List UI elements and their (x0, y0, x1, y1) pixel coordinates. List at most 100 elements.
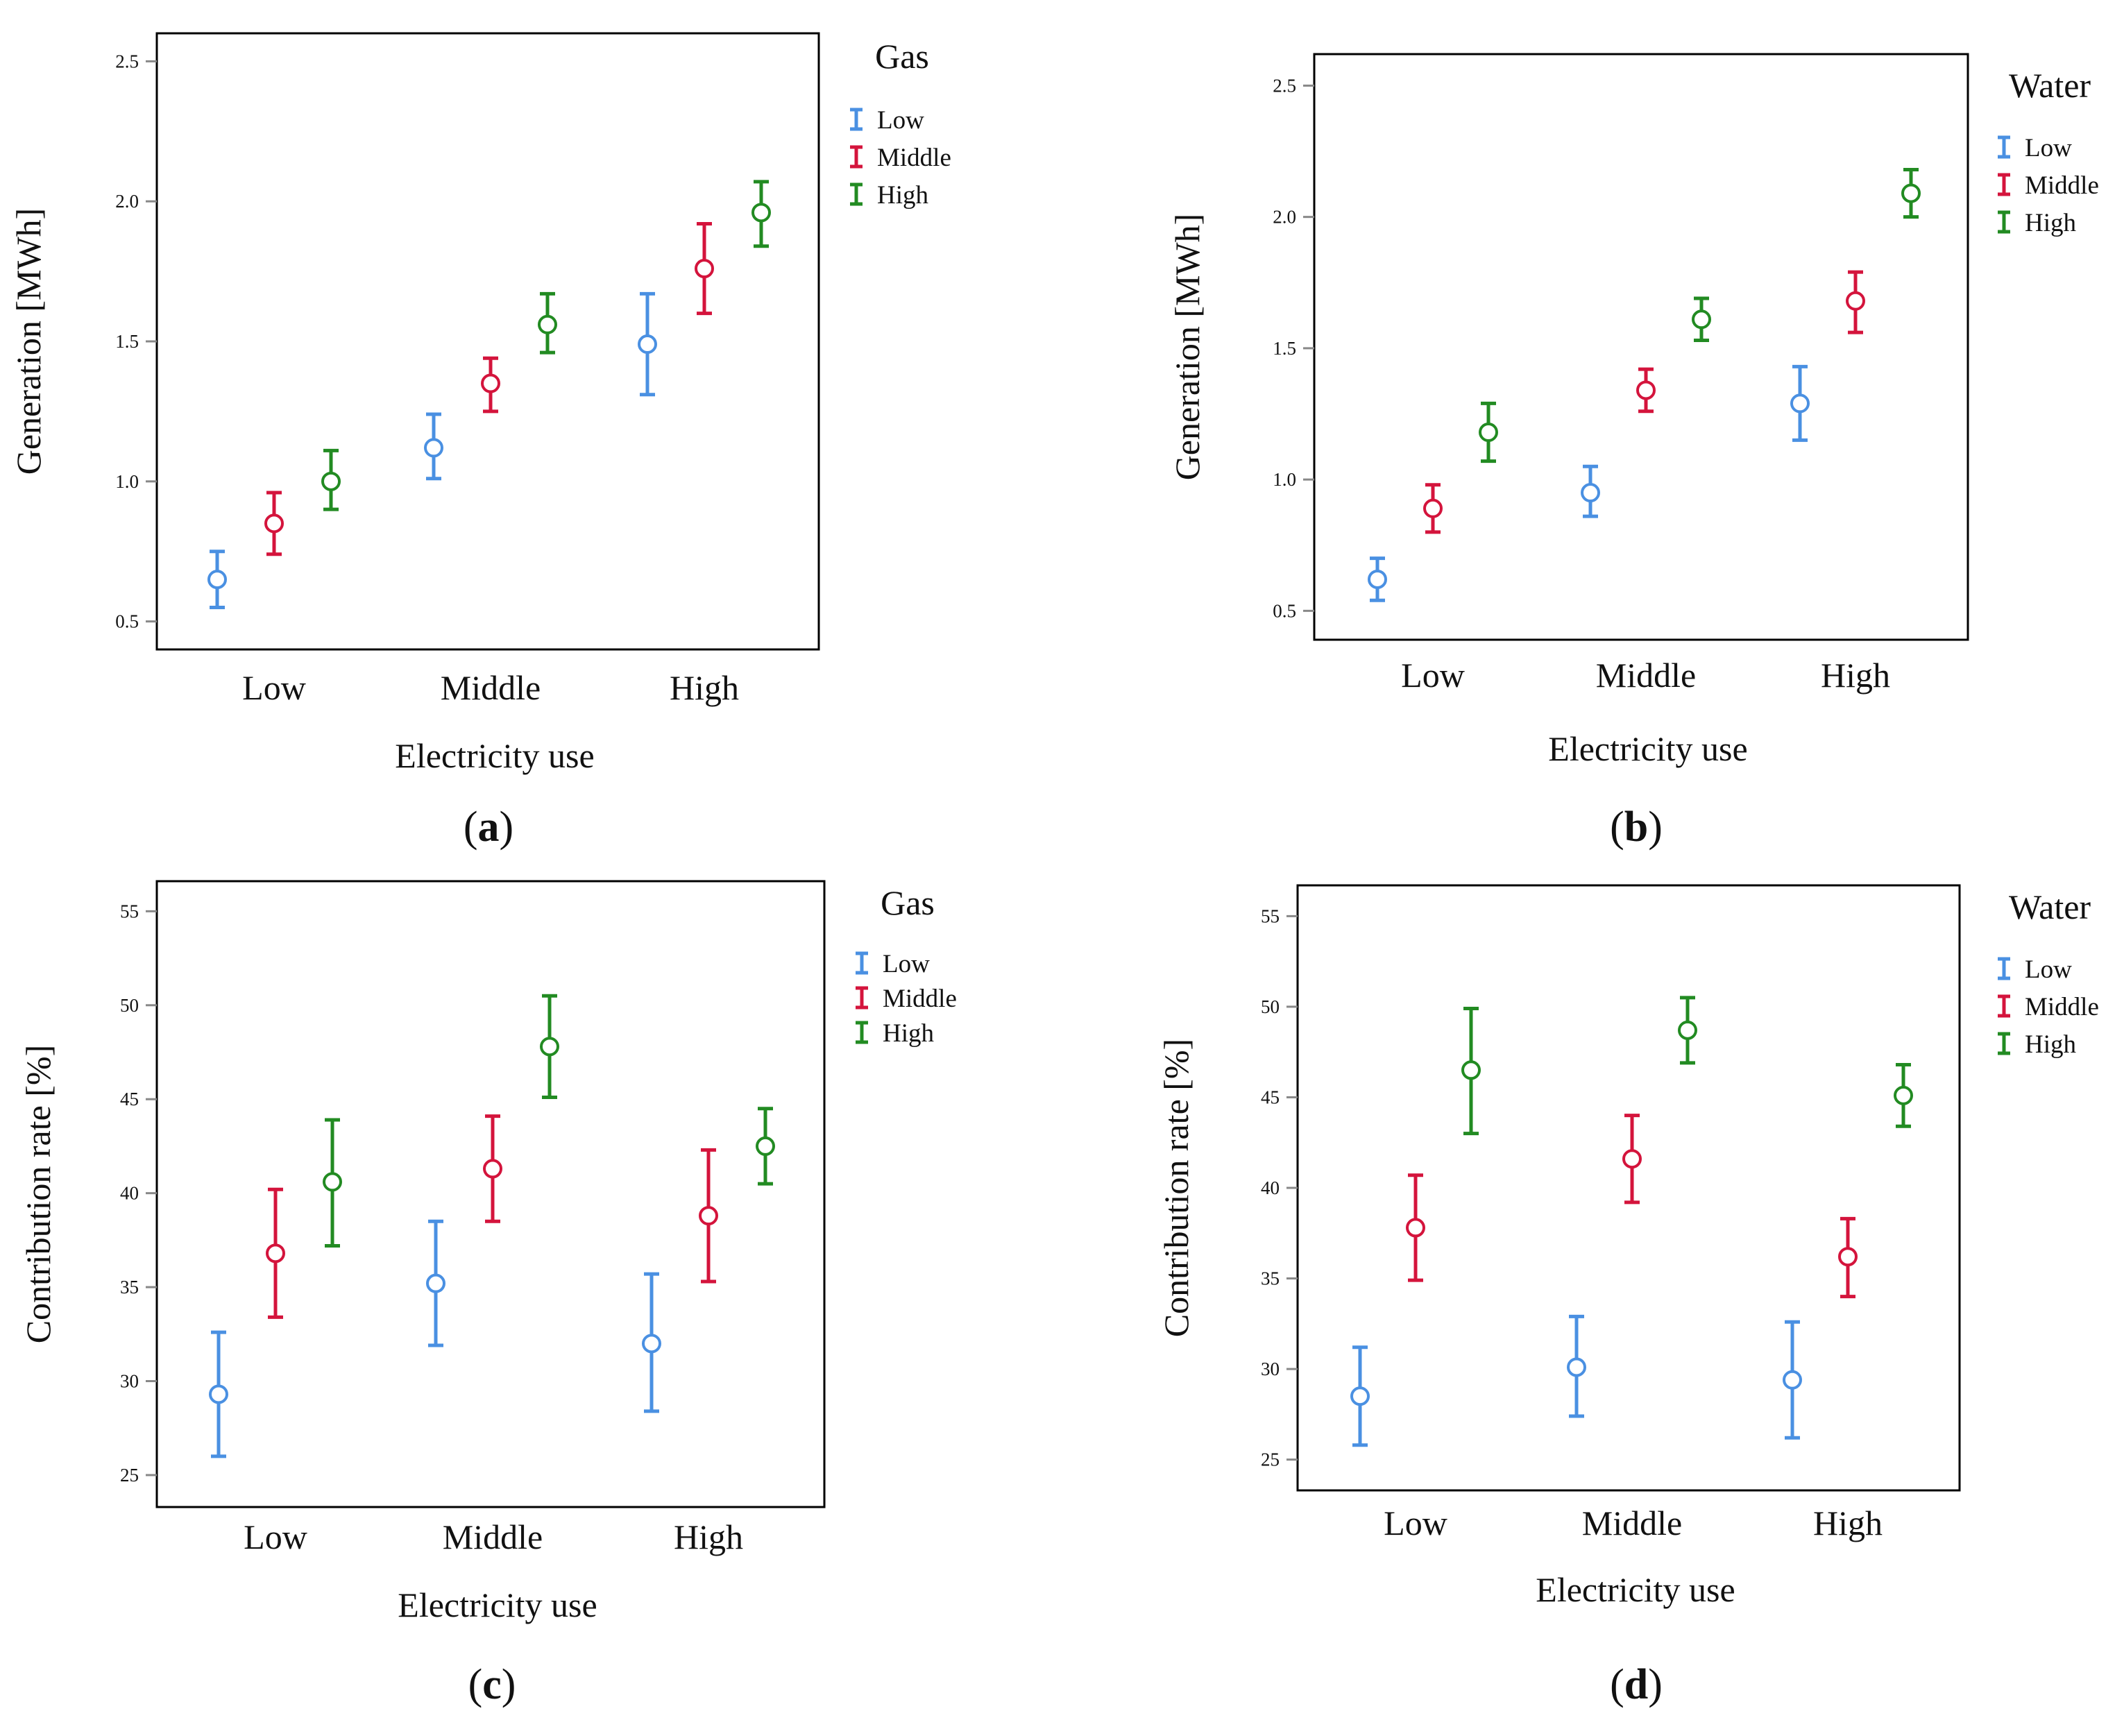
legend-label: High (2025, 1030, 2077, 1059)
y-tick-label: 1.0 (115, 471, 139, 492)
error-bar-middle-0 (264, 491, 284, 556)
y-tick-label: 35 (1261, 1268, 1280, 1289)
mean-marker (642, 1334, 661, 1354)
mean-marker (481, 373, 500, 393)
x-axis-title: Electricity use (398, 1585, 597, 1624)
mean-marker (1581, 483, 1600, 503)
mean-marker (1567, 1357, 1586, 1377)
mean-marker (699, 1206, 718, 1226)
error-bar-middle-1 (1636, 367, 1656, 414)
y-axis-title: Generation [MWh] (1168, 214, 1207, 481)
error-bar-high-2 (756, 1107, 775, 1186)
legend-label: Middle (2025, 993, 2099, 1021)
y-tick-label: 2.0 (115, 191, 139, 212)
legend-title: Gas (875, 37, 929, 76)
legend-label: Low (2025, 955, 2072, 984)
mean-marker (483, 1159, 502, 1179)
mean-marker (207, 570, 227, 590)
x-tick-label: High (674, 1517, 743, 1556)
chart-panel-c: 25 30 35 40 45 50 55 Low Middle High Electricity u… (19, 880, 957, 1708)
mean-marker (638, 334, 657, 355)
plot-area-frame (1296, 884, 1961, 1492)
error-bar-high-1 (1692, 296, 1711, 343)
legend-label: Middle (877, 144, 951, 172)
mean-marker (209, 1384, 228, 1404)
mean-marker (540, 1037, 559, 1057)
mean-marker (1622, 1149, 1642, 1169)
chart-panel-d: 25 30 35 40 45 50 55 Low Middle High Electricity u… (1157, 884, 2099, 1708)
mean-marker (756, 1136, 775, 1156)
x-tick-label: Low (242, 668, 306, 707)
y-tick-label: 1.0 (1273, 469, 1296, 490)
y-tick-label: 0.5 (1273, 600, 1296, 621)
y-tick-label: 25 (1261, 1449, 1280, 1470)
x-tick-label: Low (244, 1517, 307, 1556)
legend: Water Low Middle High (1998, 66, 2099, 237)
y-tick-label: 2.5 (115, 51, 139, 71)
panel-label-open-paren: ( (1610, 803, 1624, 851)
error-bar-middle-0 (1423, 483, 1443, 534)
mean-marker (1692, 309, 1711, 330)
panel-label-letter: a (478, 803, 500, 851)
error-bar-middle-1 (483, 1114, 502, 1223)
x-tick-label: Middle (441, 668, 541, 707)
legend-title: Water (2009, 66, 2091, 105)
error-bar-low-0 (1350, 1345, 1370, 1447)
error-bar-middle-1 (481, 356, 500, 414)
error-bar-low-0 (209, 1330, 228, 1458)
x-axis-title: Electricity use (395, 736, 594, 775)
mean-marker (1406, 1218, 1425, 1238)
panel-label: (d) (1610, 1661, 1663, 1708)
y-tick-label: 35 (120, 1277, 139, 1297)
mean-marker (1894, 1085, 1913, 1105)
y-tick-label: 0.5 (115, 611, 139, 632)
error-bar-low-1 (426, 1219, 445, 1347)
y-axis-title: Contribution rate [%] (19, 1045, 58, 1343)
x-axis-title: Electricity use (1536, 1570, 1735, 1609)
y-tick-label: 45 (1261, 1087, 1280, 1107)
y-tick-label: 50 (120, 995, 139, 1016)
y-tick-label: 55 (120, 901, 139, 921)
x-tick-label: Middle (1596, 656, 1696, 695)
panel-label: (a) (464, 803, 513, 851)
panel-label-close-paren: ) (500, 803, 514, 851)
x-tick-label: Middle (1582, 1504, 1682, 1542)
error-bar-high-0 (321, 448, 341, 511)
error-bar-middle-2 (695, 221, 714, 316)
mean-marker (1838, 1247, 1858, 1267)
plot-area-frame (1313, 53, 1969, 641)
error-bar-high-0 (1461, 1007, 1481, 1136)
x-tick-label: Middle (443, 1517, 543, 1556)
error-bar-low-1 (1581, 464, 1600, 518)
x-tick-label: High (1821, 656, 1890, 695)
mean-marker (264, 513, 284, 534)
error-bar-low-0 (207, 550, 227, 609)
panel-label-close-paren: ) (1648, 1661, 1663, 1708)
plot-area-frame (155, 880, 826, 1508)
x-tick-label: High (670, 668, 739, 707)
x-tick-label: High (1813, 1504, 1883, 1542)
legend-title: Water (2009, 887, 2091, 926)
error-bar-middle-0 (266, 1187, 285, 1319)
error-bar-middle-2 (1838, 1216, 1858, 1299)
y-tick-label: 25 (120, 1465, 139, 1486)
error-bar-low-2 (1790, 364, 1810, 442)
mean-marker (1479, 423, 1498, 443)
mean-marker (1368, 569, 1387, 589)
mean-marker (751, 203, 771, 223)
y-tick-label: 50 (1261, 996, 1280, 1017)
legend-label: High (2025, 209, 2077, 237)
chart-panel-a: 0.5 1.0 1.5 2.0 2.5 Low Middle High Electricity … (9, 32, 951, 851)
error-bar-high-1 (540, 994, 559, 1100)
y-tick-label: 1.5 (1273, 338, 1296, 359)
mean-marker (1678, 1020, 1697, 1040)
y-tick-label: 55 (1261, 905, 1280, 926)
y-tick-label: 30 (120, 1371, 139, 1392)
error-bar-high-0 (1479, 401, 1498, 463)
mean-marker (1901, 183, 1921, 203)
chart-panel-b: 0.5 1.0 1.5 2.0 2.5 Low Middle High Electricity … (1168, 53, 2099, 851)
legend-title: Gas (881, 883, 935, 922)
error-bar-high-2 (1901, 168, 1921, 219)
mean-marker (1783, 1370, 1802, 1390)
